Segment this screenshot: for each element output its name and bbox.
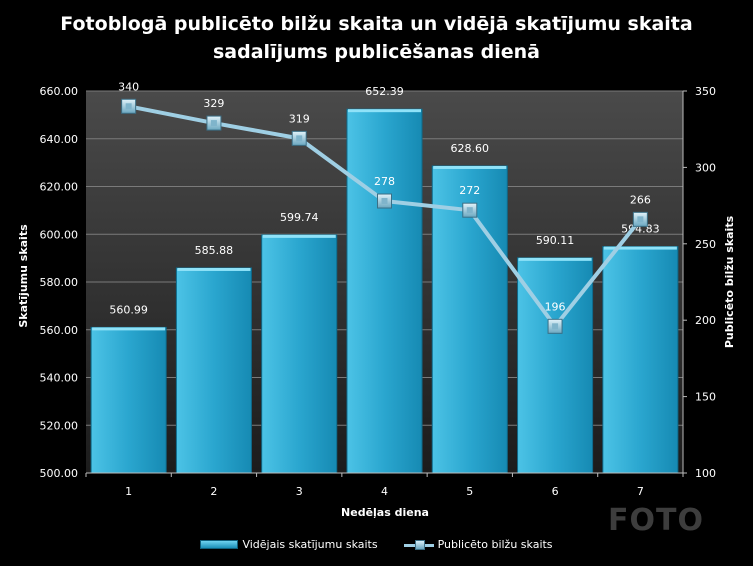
x-tick-label: 5 (466, 485, 473, 498)
y2-tick-label: 350 (695, 85, 716, 98)
bar (90, 326, 167, 474)
legend-swatch-line-icon (403, 539, 434, 550)
legend-item-published: Publicēto bilžu skaits (403, 538, 553, 551)
bar-data-label: 560.99 (109, 303, 148, 316)
line-point-marker-inner (466, 207, 473, 214)
y2-tick-label: 300 (695, 161, 716, 174)
line-data-label: 272 (459, 184, 480, 197)
y-tick-label: 520.00 (40, 419, 79, 432)
y2-tick-label: 100 (695, 467, 716, 480)
legend-label-published: Publicēto bilžu skaits (437, 538, 553, 551)
y-axis-label: Skatījumu skaits (17, 224, 30, 328)
bar-highlight (347, 109, 422, 113)
bar-highlight (92, 327, 166, 331)
legend-swatch-bar-icon (200, 540, 239, 549)
bar-highlight (177, 267, 251, 271)
y-tick-label: 600.00 (40, 228, 79, 241)
x-tick-label: 6 (552, 485, 559, 498)
y-tick-label: 560.00 (40, 324, 79, 337)
y-tick-label: 640.00 (40, 133, 79, 146)
bar (175, 267, 252, 474)
bar-highlight (518, 257, 592, 261)
bar-data-label: 599.74 (280, 211, 319, 224)
y2-tick-label: 200 (695, 314, 716, 327)
y-tick-label: 660.00 (40, 85, 79, 98)
line-point-marker-inner (210, 120, 217, 127)
y-tick-label: 580.00 (40, 276, 79, 289)
bar (602, 246, 679, 474)
chart-title-line-2: sadalījums publicēšanas dienā (213, 41, 540, 63)
y2-tick-label: 250 (695, 238, 716, 251)
bar-highlight (603, 246, 677, 250)
x-tick-label: 4 (381, 485, 388, 498)
line-data-label: 329 (203, 97, 224, 110)
y2-axis-label: Publicēto bilžu skaits (723, 215, 736, 348)
x-tick-label: 1 (125, 485, 132, 498)
line-series: 340 329 319 278 272 196 266 (118, 80, 651, 334)
bar-data-label: 628.60 (451, 142, 490, 155)
line-point-marker-inner (296, 135, 303, 142)
line-point-marker-inner (381, 198, 388, 205)
legend-label-views: Vidējais skatījumu skaits (242, 538, 378, 551)
y-tick-label: 500.00 (40, 467, 79, 480)
legend-item-views: Vidējais skatījumu skaits (200, 538, 378, 551)
x-tick-label: 3 (296, 485, 303, 498)
line-data-label: 196 (545, 300, 566, 313)
bar-data-label: 652.39 (365, 85, 404, 98)
line-point-marker-inner (552, 323, 559, 330)
axes: 500.00 520.00 540.00 560.00 580.00 600.00 620.… (40, 85, 717, 498)
foto-watermark-logo: FOTO (608, 503, 704, 538)
line-data-label: 340 (118, 80, 139, 93)
chart-legend: Vidējais skatījumu skaits Publicēto bilž… (0, 538, 753, 551)
chart-title: Fotoblogā publicēto bilžu skaita un vidē… (0, 10, 753, 66)
x-tick-label: 2 (210, 485, 217, 498)
y-tick-label: 620.00 (40, 181, 79, 194)
bar (346, 108, 423, 474)
x-tick-label: 7 (637, 485, 644, 498)
line-data-label: 319 (289, 112, 310, 125)
bar (261, 234, 338, 474)
line-point-marker-inner (637, 216, 644, 223)
line-data-label: 266 (630, 193, 651, 206)
line-point-marker-inner (125, 103, 132, 110)
line-data-label: 278 (374, 175, 395, 188)
bar-highlight (262, 234, 336, 238)
chart-title-line-1: Fotoblogā publicēto bilžu skaita un vidē… (60, 13, 693, 35)
y2-tick-label: 150 (695, 391, 716, 404)
bar-data-label: 590.11 (536, 234, 575, 247)
bar-highlight (433, 165, 507, 169)
x-axis-label: Nedēļas diena (341, 506, 429, 519)
bar-data-label: 585.88 (195, 244, 234, 257)
y-tick-label: 540.00 (40, 372, 79, 385)
